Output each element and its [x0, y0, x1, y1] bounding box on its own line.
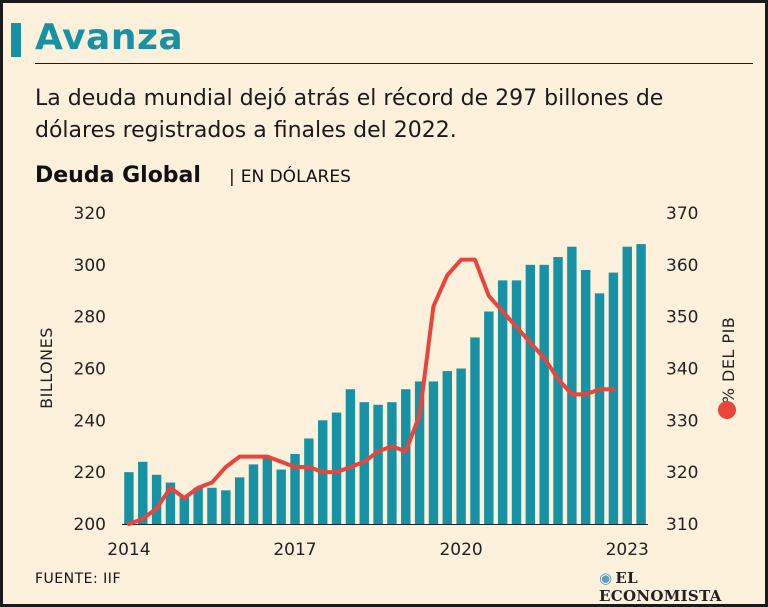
chart-title: Deuda Global: [35, 163, 201, 188]
y-tick-label-1: 220: [74, 463, 106, 483]
brand-globe-icon: ◉: [599, 569, 613, 587]
bar-12: [290, 454, 300, 524]
bar-8: [234, 477, 245, 524]
bar-19: [387, 402, 397, 524]
subtitle: La deuda mundial dejó atrás el récord de…: [35, 86, 664, 143]
y-tick-label-6: 320: [74, 204, 106, 224]
y2-tick-label-6: 370: [666, 204, 698, 224]
bar-11: [276, 469, 286, 524]
bar-37: [636, 244, 646, 524]
x-tick-label-0: 2014: [107, 540, 150, 560]
title-accent-bar: [11, 23, 21, 57]
y2-tick-label-0: 310: [666, 515, 698, 535]
y2-tick-label-2: 330: [666, 411, 698, 431]
brand-logo: ◉ EL ECONOMISTA: [599, 569, 765, 605]
series-line-pib: [126, 257, 616, 526]
y2-legend-dot: [718, 401, 736, 419]
bar-33: [581, 270, 591, 524]
bar-16: [345, 389, 356, 524]
bar-26: [484, 311, 494, 524]
y2-tick-label-1: 320: [666, 463, 698, 483]
bar-23: [442, 371, 452, 524]
bar-6: [207, 487, 217, 524]
bar-28: [511, 280, 522, 524]
title-divider: [35, 63, 753, 64]
y-tick-label-5: 300: [74, 256, 106, 276]
y-axis-label: BILLONES: [37, 327, 56, 409]
y2-tick-label-3: 340: [666, 360, 698, 380]
y2-axis-label: % DEL PIB: [719, 317, 738, 404]
bar-13: [304, 438, 314, 524]
bar-31: [553, 257, 563, 524]
y-tick-label-0: 200: [74, 515, 106, 535]
source-note: FUENTE: IIF: [35, 571, 121, 587]
chart-unit-separator: |: [229, 167, 235, 187]
bar-32: [567, 246, 577, 524]
bar-1: [138, 461, 148, 524]
bar-34: [594, 293, 605, 524]
x-tick-label-3: 2023: [606, 540, 649, 560]
bar-30: [539, 264, 549, 524]
brand-name: EL ECONOMISTA: [599, 569, 722, 605]
bar-27: [497, 280, 508, 524]
bar-2: [151, 474, 162, 524]
bar-4: [179, 495, 189, 524]
bar-22: [428, 381, 439, 524]
headline: Avanza: [35, 17, 184, 58]
bar-36: [622, 246, 632, 524]
bar-21: [414, 381, 425, 524]
bar-0: [124, 472, 134, 524]
y2-tick-label-5: 360: [666, 256, 698, 276]
chart-unit: | EN DÓLARES: [229, 167, 351, 187]
bar-7: [221, 490, 231, 524]
y-tick-label-3: 260: [74, 360, 106, 380]
bar-25: [470, 337, 480, 524]
bar-5: [193, 487, 203, 524]
bar-29: [525, 264, 536, 524]
x-tick-label-2: 2020: [439, 540, 482, 560]
bar-35: [608, 272, 619, 524]
x-tick-label-1: 2017: [273, 540, 316, 560]
y-tick-label-2: 240: [74, 411, 106, 431]
bar-20: [401, 389, 411, 524]
bar-15: [331, 412, 342, 524]
chart-unit-text: EN DÓLARES: [240, 167, 351, 187]
bar-18: [373, 404, 383, 524]
bar-3: [165, 482, 176, 524]
y2-tick-label-4: 350: [666, 308, 698, 328]
bar-9: [248, 464, 259, 524]
y-tick-label-4: 280: [74, 308, 106, 328]
bar-24: [456, 368, 466, 524]
bar-10: [262, 456, 273, 524]
